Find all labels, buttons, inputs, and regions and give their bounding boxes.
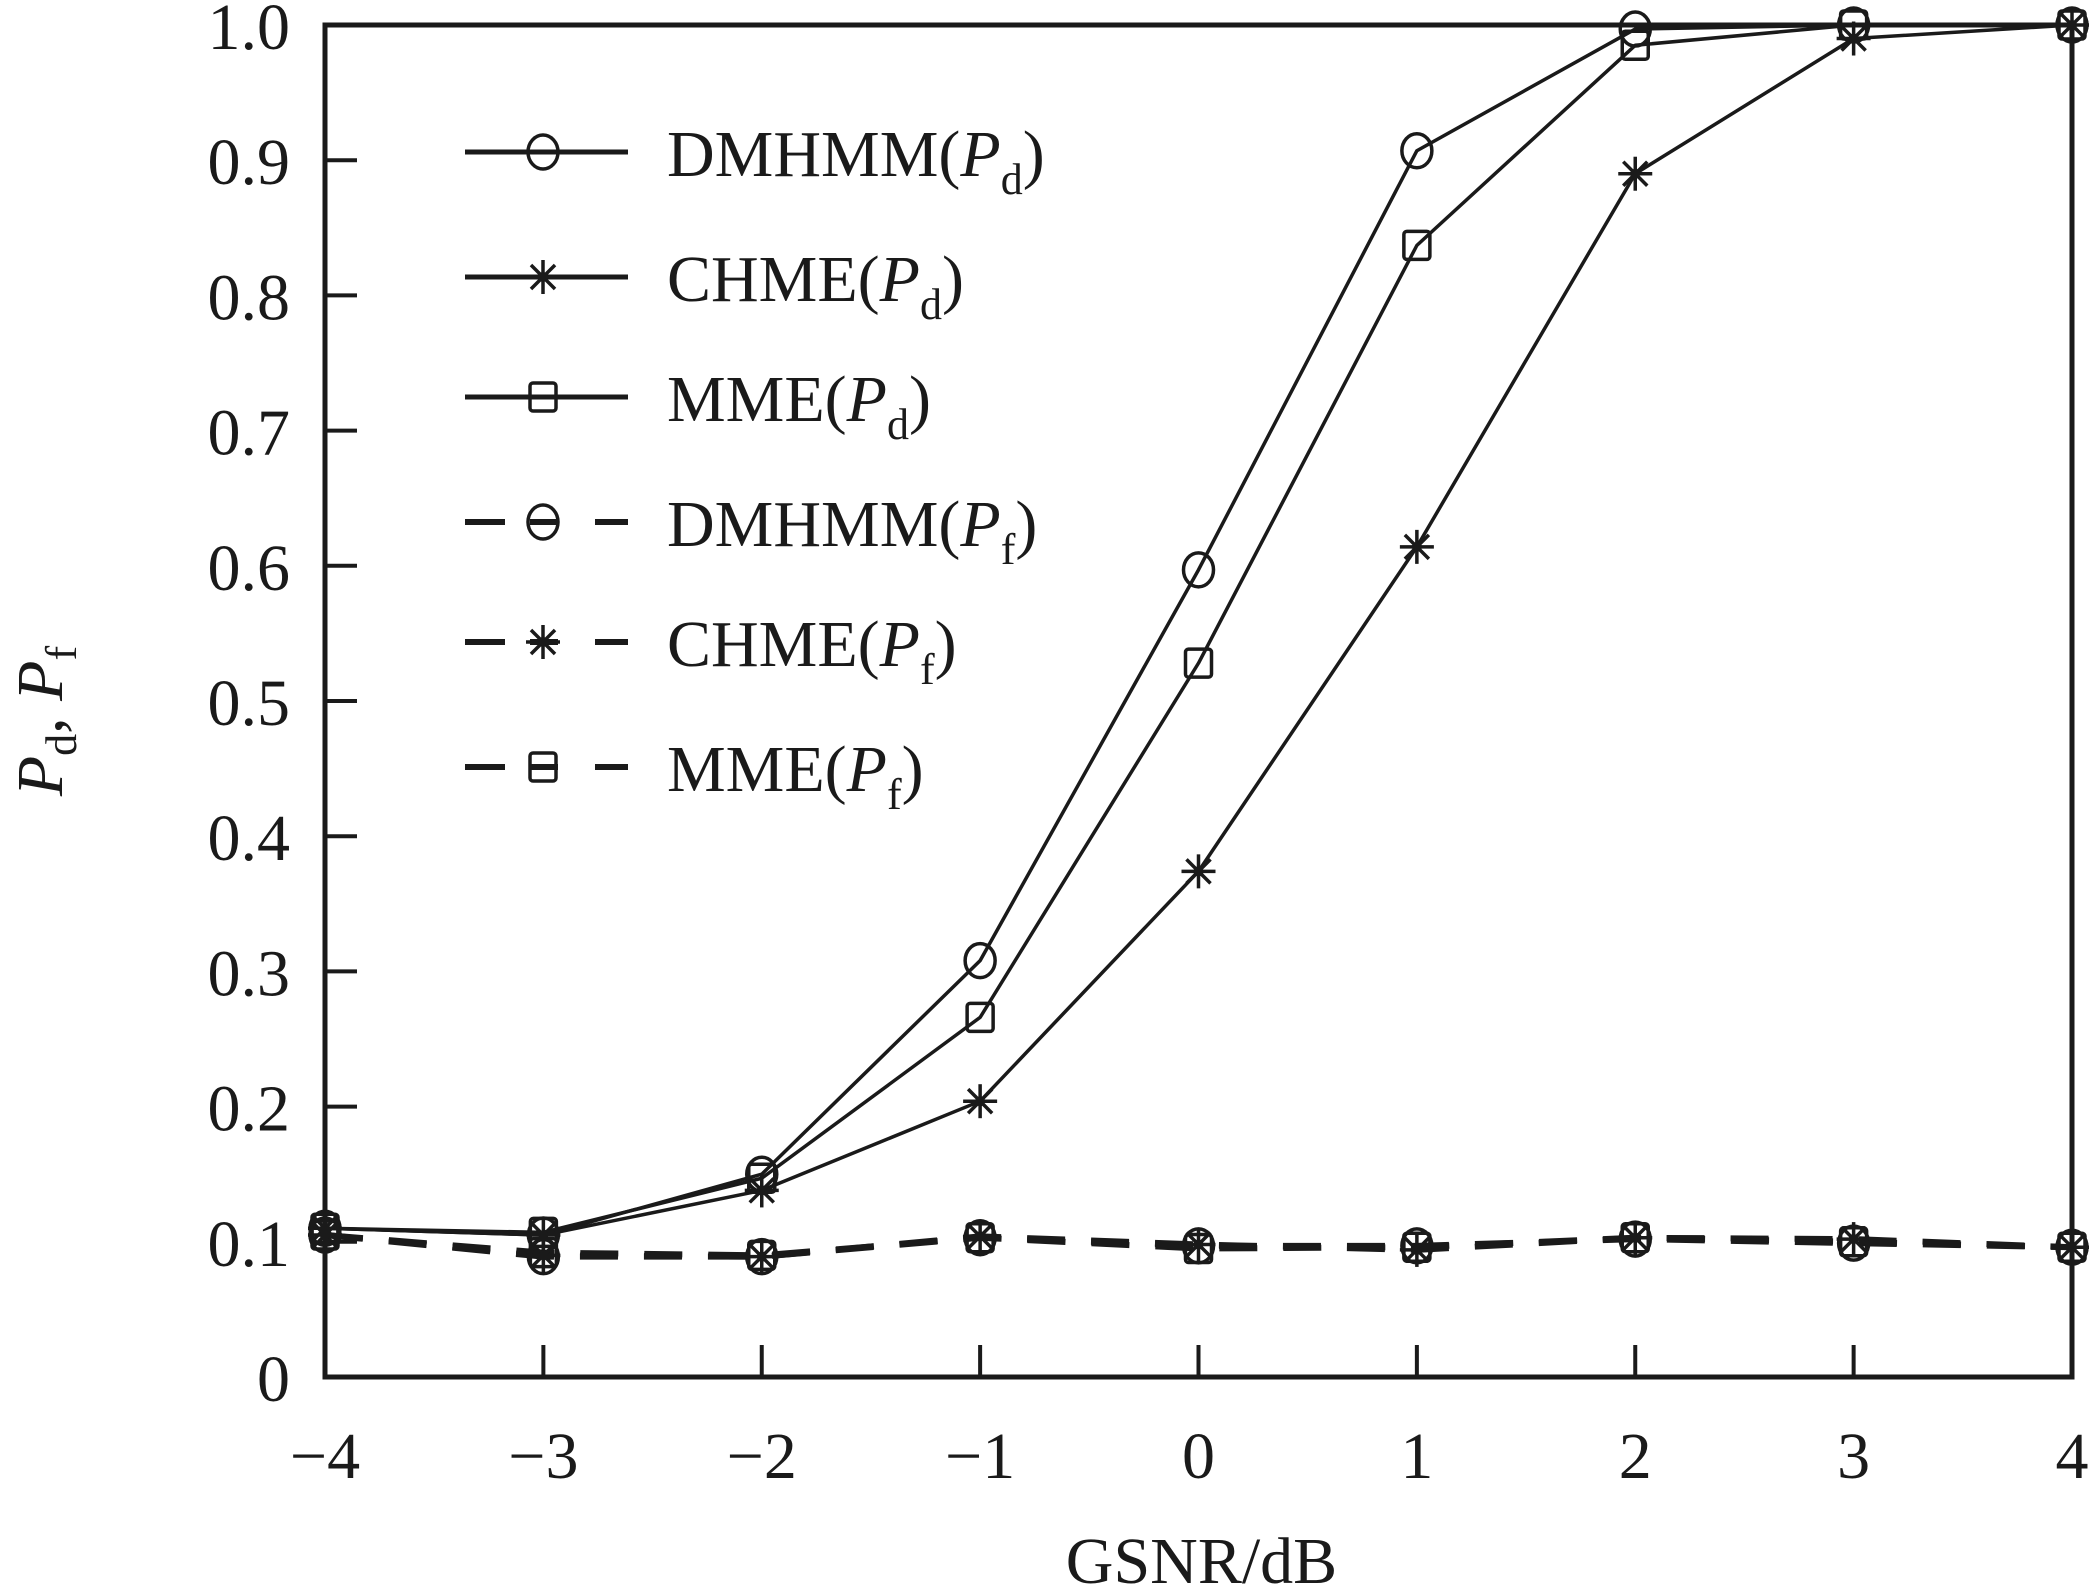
- y-tick-label: 0.5: [208, 667, 291, 740]
- series-line-mme-pf: [324, 1232, 2073, 1259]
- y-tick-label: 0.6: [208, 532, 291, 605]
- y-tick-label: 1.0: [208, 0, 291, 64]
- x-tick-label: 0: [1182, 1420, 1215, 1493]
- legend-item: DMHMM(Pd): [465, 118, 1045, 204]
- y-axis-title-part: P: [4, 756, 77, 797]
- legend-item: CHME(Pd): [465, 243, 964, 329]
- data-point-square: [1620, 29, 1650, 62]
- data-point-square: [747, 1239, 777, 1272]
- series-line-dmhmm-pd: [324, 23, 2072, 1237]
- y-tick-label: 0.1: [208, 1208, 291, 1281]
- y-tick-label: 0.3: [208, 937, 291, 1010]
- x-tick-label: −1: [945, 1420, 1015, 1493]
- x-tick-label: 3: [1837, 1420, 1870, 1493]
- legend-label: CHME(Pf): [667, 608, 957, 694]
- legend-label: MME(Pf): [667, 733, 924, 819]
- data-point-square: [1620, 1221, 1650, 1254]
- data-point-square: [1183, 647, 1214, 679]
- y-tick-label: 0.8: [208, 261, 291, 334]
- data-point-square: [528, 1236, 559, 1269]
- data-point-square: [1402, 1231, 1432, 1263]
- legend: DMHMM(Pd) CHME(Pd) MME(Pd) DMHMM(Pf) CHME(Pf…: [465, 118, 1045, 819]
- legend-label: DMHMM(Pf): [667, 488, 1037, 574]
- legend-item: MME(Pf): [465, 733, 924, 819]
- legend-marker-circle: [526, 503, 560, 541]
- data-point-square: [1402, 229, 1432, 262]
- y-tick-label: 0.2: [208, 1073, 291, 1146]
- legend-label: DMHMM(Pd): [667, 118, 1045, 204]
- y-axis-title-part: P: [4, 661, 77, 702]
- legend-marker-square: [528, 381, 558, 413]
- y-axis-ticks: 0 0.1 0.2 0.3 0.4 0.5 0.6 0.7 0.8 0.9 1.0: [208, 0, 357, 1416]
- x-tick-label: −3: [508, 1420, 578, 1493]
- y-axis-title: Pd, Pf: [4, 646, 86, 798]
- legend-label: CHME(Pd): [667, 243, 964, 329]
- y-axis-title-part: f: [37, 646, 86, 661]
- x-tick-label: 2: [1619, 1420, 1652, 1493]
- y-tick-label: 0.7: [208, 397, 291, 470]
- x-tick-label: 1: [1400, 1420, 1433, 1493]
- data-point-square: [1838, 1226, 1869, 1258]
- data-point-circle: [1400, 131, 1434, 170]
- data-point-circle: [963, 941, 997, 980]
- x-tick-label: 4: [2056, 1420, 2089, 1493]
- legend-marker-star: [526, 260, 560, 294]
- legend-item: DMHMM(Pf): [465, 488, 1037, 574]
- data-point-circle: [1618, 10, 1652, 48]
- plot-frame: [322, 22, 2075, 1380]
- legend-marker-square: [528, 751, 558, 783]
- y-axis-title-part: ,: [4, 701, 77, 734]
- y-tick-label: 0: [257, 1343, 290, 1416]
- x-tick-label: −4: [290, 1420, 360, 1493]
- data-point-star: [1399, 529, 1434, 564]
- y-axis-title-part: d: [37, 734, 86, 756]
- series-lines: [324, 23, 2073, 1260]
- series-markers: [308, 6, 2089, 1276]
- data-point-square: [747, 1162, 777, 1195]
- data-point-star: [963, 1084, 998, 1119]
- x-tick-label: −2: [727, 1420, 797, 1493]
- data-point-star: [1618, 156, 1653, 191]
- data-point-square: [965, 1221, 995, 1254]
- legend-item: MME(Pd): [465, 363, 931, 449]
- y-tick-label: 0.9: [208, 126, 291, 199]
- series-line-mme-pd: [324, 23, 2072, 1235]
- legend-marker-star: [526, 625, 560, 659]
- series-line-chme-pd: [324, 23, 2073, 1237]
- data-point-circle: [1181, 551, 1216, 589]
- x-axis-title: GSNR/dB: [1066, 1525, 1337, 1592]
- legend-item: CHME(Pf): [465, 608, 957, 694]
- data-point-square: [1183, 1232, 1214, 1265]
- legend-label: MME(Pd): [667, 363, 931, 449]
- data-point-square: [965, 1001, 995, 1034]
- data-point-star: [1181, 854, 1216, 889]
- legend-marker-circle: [526, 133, 560, 171]
- y-tick-label: 0.4: [208, 802, 291, 875]
- x-axis-ticks: −4 −3 −2 −1 0 1 2 3 4: [290, 1345, 2089, 1493]
